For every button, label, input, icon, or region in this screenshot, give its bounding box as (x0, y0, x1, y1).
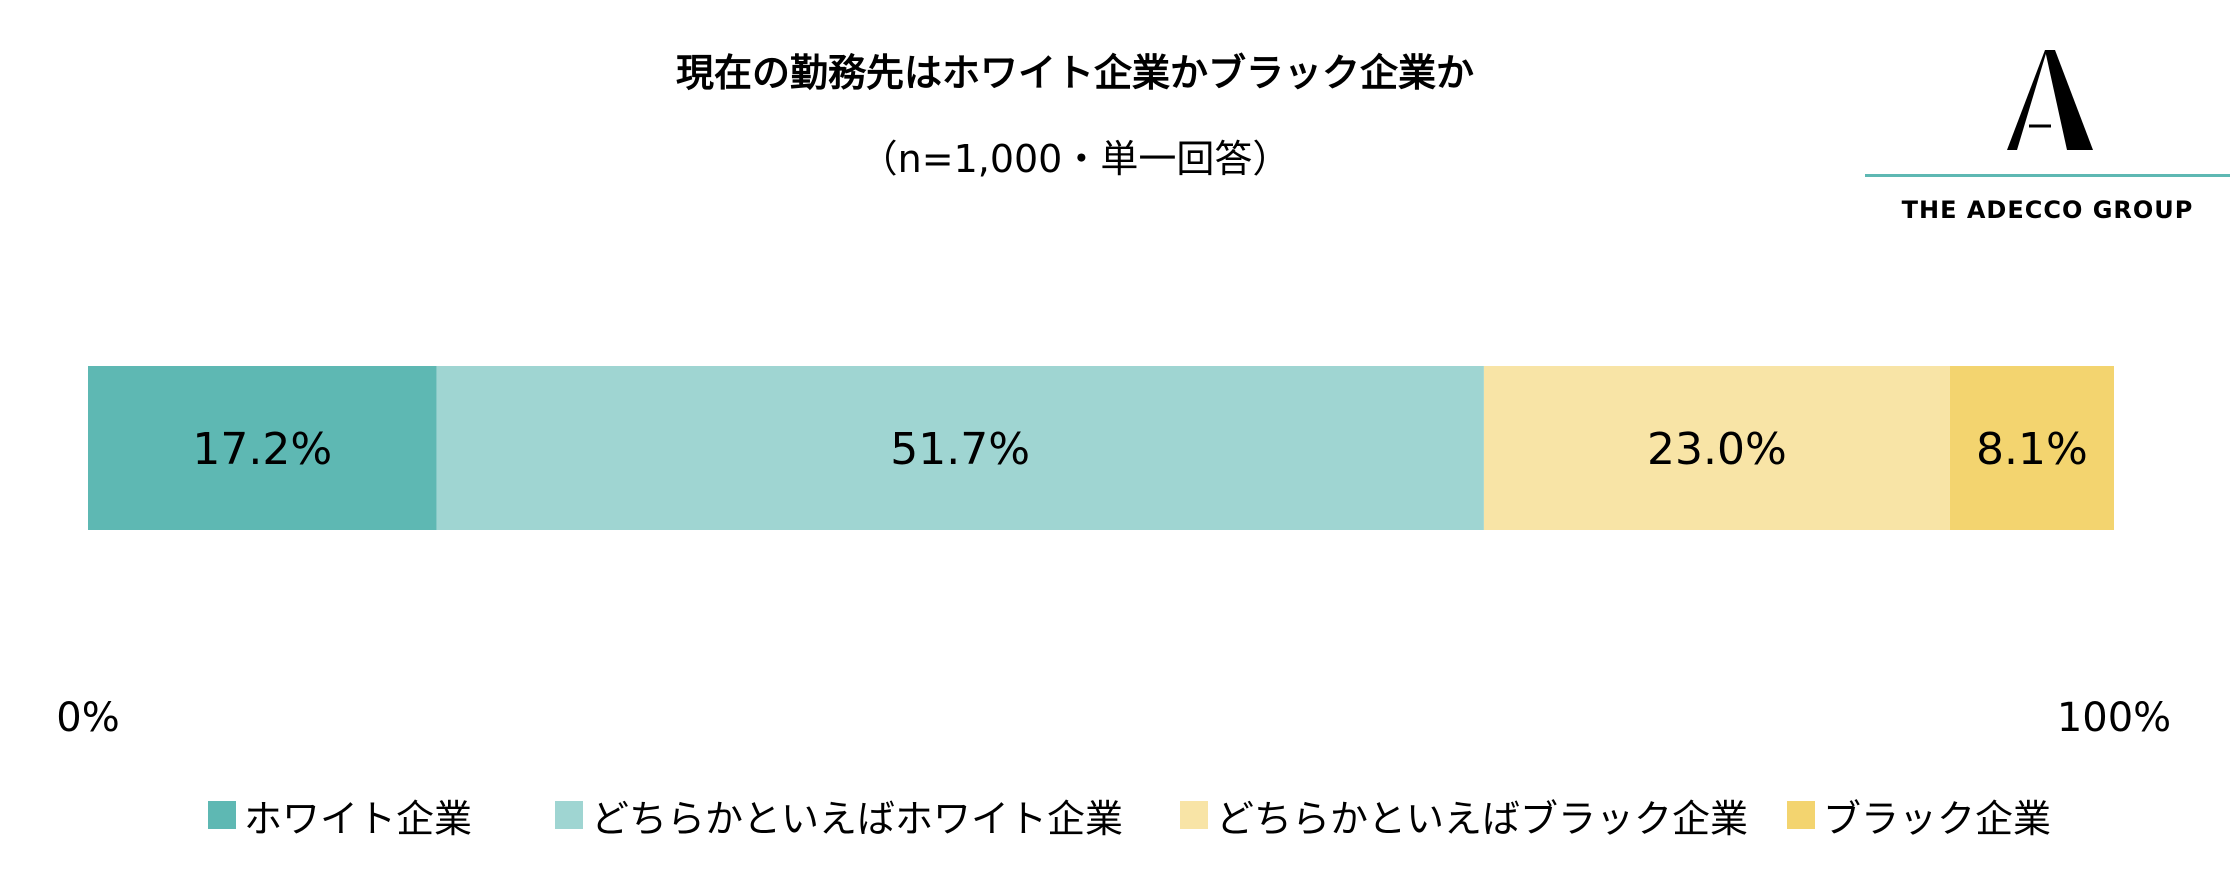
x-tick-label-2: 100% (2057, 695, 2171, 741)
legend-swatch-2 (555, 801, 583, 829)
logo-divider (1865, 174, 2230, 177)
data-label-4: 8.1% (1976, 424, 2088, 475)
legend-label-3: どちらかといえばブラック企業 (1216, 796, 1749, 841)
legend-item-3: どちらかといえばブラック企業 (1180, 785, 1748, 845)
legend-swatch-3 (1180, 801, 1208, 829)
bar-segment-1 (88, 366, 437, 530)
legend-item-2: どちらかといえばホワイト企業 (555, 785, 1123, 845)
chart-legend: ホワイト企業 どちらかといえばホワイト企業 どちらかといえばブラック企業 ブラック企業 (0, 785, 2230, 845)
data-label-1: 17.2% (192, 424, 332, 475)
x-tick-label-1: 0% (56, 695, 119, 741)
legend-item-4: ブラック企業 (1787, 785, 2051, 845)
legend-label-4: ブラック企業 (1823, 796, 2052, 841)
legend-item-1: ホワイト企業 (208, 785, 472, 845)
adecco-logo: THE ADECCO GROUP (1865, 50, 2230, 230)
legend-swatch-1 (208, 801, 236, 829)
bar-segment-2 (436, 366, 1484, 530)
data-label-2: 51.7% (890, 424, 1030, 475)
chart-title: 現在の勤務先はホワイト企業かブラック企業か (675, 51, 1474, 95)
logo-wordmark: THE ADECCO GROUP (1901, 196, 2194, 224)
chart-subtitle: （n=1,000・単一回答） (859, 137, 1291, 181)
legend-label-2: どちらかといえばホワイト企業 (591, 796, 1124, 841)
bar-segment-3 (1483, 366, 1950, 530)
adecco-a-icon (2007, 50, 2093, 150)
data-label-3: 23.0% (1647, 424, 1787, 475)
legend-label-1: ホワイト企業 (244, 796, 473, 841)
legend-swatch-4 (1787, 801, 1815, 829)
bar-segment-4 (1949, 366, 2114, 530)
